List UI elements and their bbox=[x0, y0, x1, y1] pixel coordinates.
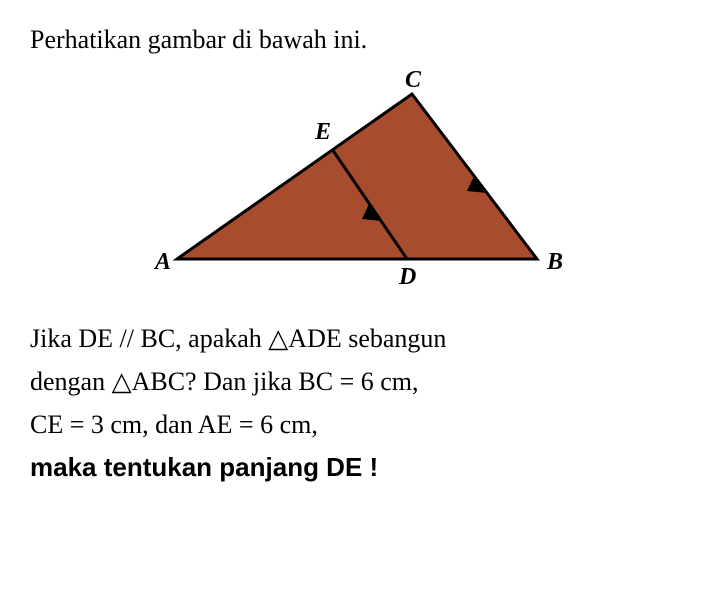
label-b: B bbox=[546, 249, 563, 275]
triangle-symbol-1: △ bbox=[268, 324, 288, 353]
label-d: D bbox=[398, 264, 416, 290]
triangle-diagram: A B C D E bbox=[30, 69, 684, 299]
label-e: E bbox=[314, 119, 331, 145]
question-line-4: maka tentukan panjang DE ! bbox=[30, 448, 684, 487]
q1a: Jika DE // BC, apakah bbox=[30, 324, 268, 353]
question-line-3: CE = 3 cm, dan AE = 6 cm, bbox=[30, 405, 684, 444]
q2a: dengan bbox=[30, 367, 112, 396]
instruction-text: Perhatikan gambar di bawah ini. bbox=[30, 20, 684, 59]
q2b: ABC? Dan jika BC = 6 cm, bbox=[132, 367, 419, 396]
question-line-1: Jika DE // BC, apakah △ADE sebangun bbox=[30, 319, 684, 358]
label-a: A bbox=[153, 249, 171, 275]
q1b: ADE sebangun bbox=[288, 324, 446, 353]
triangle-abc bbox=[177, 94, 537, 259]
question-line-2: dengan △ABC? Dan jika BC = 6 cm, bbox=[30, 362, 684, 401]
triangle-symbol-2: △ bbox=[112, 367, 132, 396]
label-c: C bbox=[405, 69, 422, 93]
